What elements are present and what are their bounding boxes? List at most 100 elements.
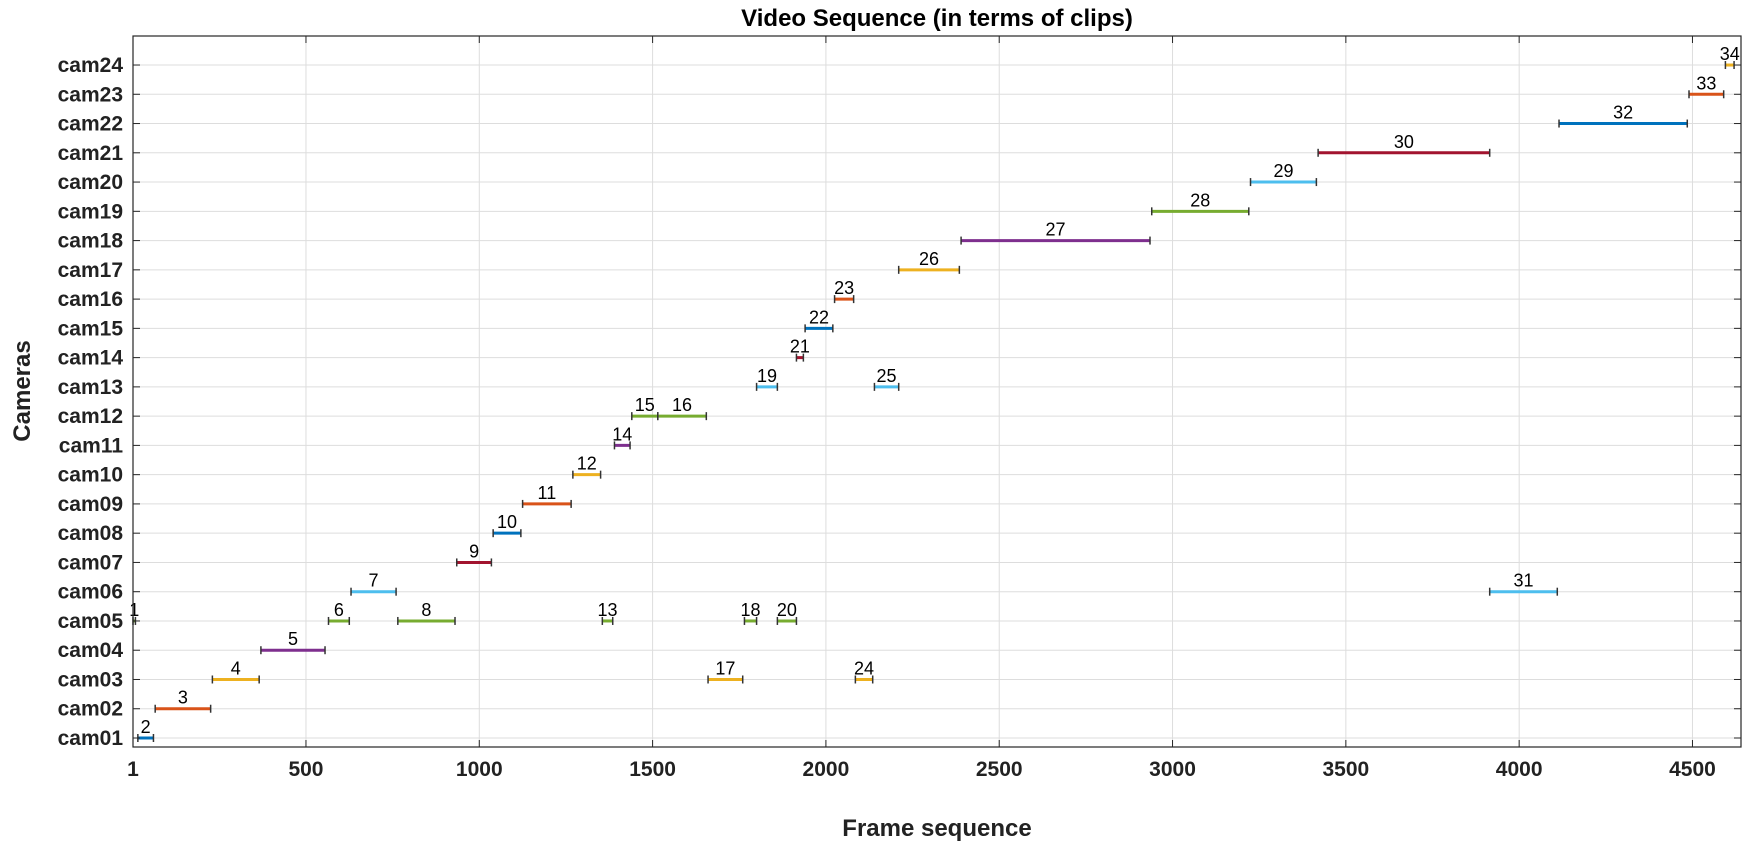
clip-label: 33: [1696, 73, 1716, 93]
clip-label: 34: [1720, 44, 1740, 64]
clip-label: 13: [598, 600, 618, 620]
clip-20: 20: [776, 600, 798, 625]
axis-ticks: 1 500 1000 1500 2000 2500 3000 3500 4000 4500cam0…: [58, 36, 1741, 781]
clip-label: 18: [740, 600, 760, 620]
y-tick-label: cam05: [58, 610, 124, 633]
clip-5: 5: [260, 629, 326, 655]
x-tick-label: 500: [288, 758, 323, 781]
clip-label: 1: [129, 600, 139, 620]
clip-label: 2: [141, 717, 151, 737]
clip-27: 27: [960, 220, 1151, 245]
clip-14: 14: [612, 424, 632, 450]
clip-29: 29: [1249, 161, 1318, 187]
x-tick-label: 2500: [976, 758, 1023, 781]
x-axis-label: Frame sequence: [842, 815, 1031, 842]
y-tick-label: cam12: [58, 405, 123, 428]
clip-12: 12: [572, 454, 602, 479]
clip-label: 20: [777, 600, 797, 620]
clip-8: 8: [397, 600, 456, 625]
y-tick-label: cam09: [58, 493, 123, 516]
x-tick-label: 3000: [1149, 758, 1196, 781]
clip-28: 28: [1150, 190, 1250, 216]
clip-7: 7: [350, 571, 397, 596]
clip-label: 21: [790, 337, 810, 357]
clip-31: 31: [1488, 571, 1559, 596]
y-tick-label: cam18: [58, 230, 124, 253]
x-tick-label: 3500: [1322, 758, 1369, 781]
x-tick-label: 4000: [1496, 758, 1543, 781]
clip-label: 15: [635, 395, 655, 415]
y-tick-label: cam02: [58, 698, 123, 721]
y-tick-label: cam22: [58, 113, 123, 136]
clip-label: 4: [231, 658, 241, 678]
grid-lines: [132, 36, 1741, 747]
clip-label: 30: [1394, 132, 1414, 152]
clip-3: 3: [154, 688, 212, 713]
clip-label: 23: [834, 278, 854, 298]
y-tick-label: cam08: [58, 522, 124, 545]
clip-10: 10: [492, 512, 522, 538]
clip-15: 15: [631, 395, 659, 421]
x-tick-label: 1500: [629, 758, 676, 781]
clip-label: 22: [809, 307, 829, 327]
clip-22: 22: [804, 307, 834, 333]
clip-label: 26: [919, 249, 939, 269]
clip-label: 3: [178, 688, 188, 708]
x-tick-label: 1000: [456, 758, 503, 781]
y-tick-label: cam23: [58, 83, 123, 106]
clip-label: 14: [612, 424, 632, 444]
y-tick-label: cam20: [58, 171, 123, 194]
y-tick-label: cam04: [58, 639, 124, 662]
clip-6: 6: [327, 600, 351, 625]
clip-label: 25: [877, 366, 897, 386]
y-tick-label: cam07: [58, 551, 123, 574]
clip-34: 34: [1720, 44, 1740, 70]
y-tick-label: cam10: [58, 464, 123, 487]
clip-9: 9: [455, 541, 493, 567]
clip-label: 28: [1190, 190, 1210, 210]
clip-25: 25: [873, 366, 900, 391]
clip-label: 12: [577, 454, 597, 474]
clip-33: 33: [1688, 73, 1725, 99]
clip-18: 18: [740, 600, 761, 625]
clip-label: 24: [854, 658, 874, 678]
clip-23: 23: [833, 278, 855, 304]
clip-17: 17: [707, 658, 744, 684]
y-tick-label: cam21: [58, 142, 124, 165]
y-tick-label: cam24: [58, 54, 124, 77]
clip-label: 31: [1513, 571, 1533, 591]
y-axis-label: Cameras: [9, 340, 36, 441]
clip-label: 8: [421, 600, 431, 620]
y-tick-label: cam06: [58, 581, 123, 604]
y-tick-label: cam01: [58, 727, 124, 750]
clip-13: 13: [598, 600, 618, 625]
clip-32: 32: [1558, 103, 1689, 128]
x-tick-label: 2000: [803, 758, 850, 781]
clip-label: 17: [715, 658, 735, 678]
chart-title: Video Sequence (in terms of clips): [741, 5, 1133, 32]
clip-label: 6: [334, 600, 344, 620]
y-tick-label: cam11: [59, 434, 124, 457]
clip-label: 7: [369, 571, 379, 591]
clip-19: 19: [755, 366, 779, 391]
y-tick-label: cam03: [58, 668, 123, 691]
y-tick-label: cam17: [58, 259, 123, 282]
clip-label: 10: [497, 512, 517, 532]
clip-label: 5: [288, 629, 298, 649]
y-tick-label: cam19: [58, 200, 123, 223]
x-tick-label: 1: [127, 758, 139, 781]
y-tick-label: cam13: [58, 376, 123, 399]
clip-16: 16: [657, 395, 708, 421]
y-tick-label: cam16: [58, 288, 123, 311]
y-tick-label: cam15: [58, 317, 124, 340]
clip-label: 29: [1273, 161, 1293, 181]
plot-area-frame: [132, 35, 1742, 748]
clip-11: 11: [521, 483, 572, 508]
clip-24: 24: [854, 658, 874, 684]
x-tick-label: 4500: [1669, 758, 1716, 781]
clip-4: 4: [211, 658, 260, 684]
clip-label: 9: [469, 541, 479, 561]
